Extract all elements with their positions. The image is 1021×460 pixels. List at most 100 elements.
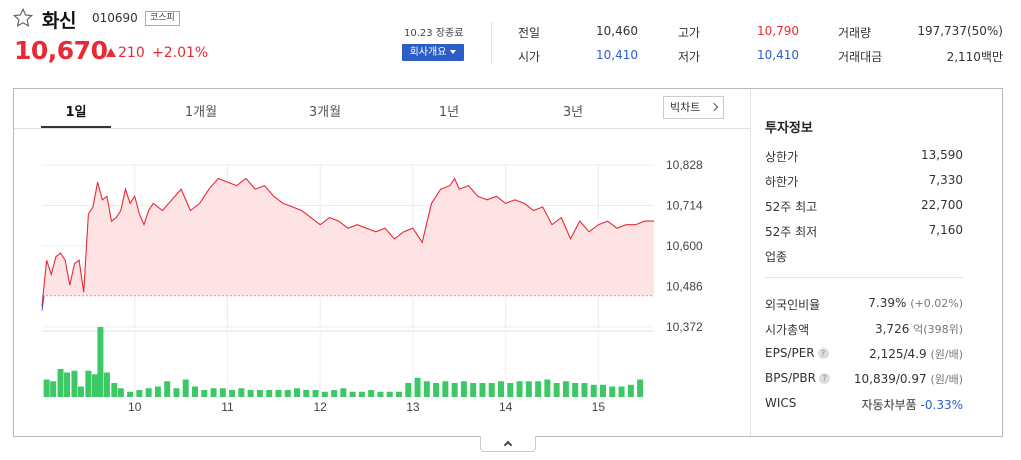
volume-bar: [498, 381, 504, 397]
volume-bar: [590, 384, 597, 397]
eps-per-label: EPS/PER: [765, 346, 815, 360]
volume-bar: [525, 381, 532, 397]
volume-bar: [57, 369, 64, 397]
volume-bar: [507, 383, 514, 397]
lower-limit-value: 7,330: [928, 173, 963, 187]
tab-1day[interactable]: 1일: [65, 105, 87, 120]
x-tick-label: 11: [221, 400, 234, 414]
market-badge: 코스피: [145, 11, 180, 26]
volume-bar: [460, 381, 467, 397]
help-icon[interactable]: ?: [818, 373, 830, 384]
chevron-up-icon: [503, 440, 513, 450]
x-tick-label: 14: [499, 400, 513, 414]
volume-bar: [111, 383, 118, 397]
collapse-chart-button[interactable]: [480, 436, 536, 452]
volume-bar: [535, 381, 542, 397]
volume-bar: [358, 391, 365, 397]
volume-bar: [488, 383, 495, 397]
volume-bar: [164, 381, 171, 397]
active-tab-underline: [41, 126, 111, 128]
volume-bar: [64, 372, 71, 397]
volume-bar: [229, 390, 236, 397]
y-tick-label: 10,372: [666, 320, 703, 334]
volume-bar: [609, 386, 616, 397]
volume-bar: [442, 381, 449, 397]
low-value: 10,410: [757, 48, 799, 62]
change-percent: +2.01%: [152, 45, 209, 61]
price-line: [41, 177, 654, 307]
wics-change: -0.33%: [920, 398, 963, 412]
open-value: 10,410: [596, 48, 638, 62]
favorite-star-icon[interactable]: [12, 7, 34, 29]
volume-bar: [238, 388, 245, 397]
x-tick-label: 13: [406, 400, 420, 414]
volume-bar: [470, 383, 477, 397]
prev-value: 10,460: [596, 24, 638, 38]
volume-bar: [618, 386, 625, 397]
low52-value: 7,160: [928, 223, 963, 237]
volume-bar: [50, 381, 57, 397]
volume-bar: [294, 388, 300, 397]
high52-value: 22,700: [921, 198, 963, 212]
volume-bar: [562, 381, 569, 397]
volume-bar: [581, 383, 588, 397]
volume-bar: [192, 386, 198, 397]
foreign-ratio-label: 외국인비율: [765, 298, 821, 312]
market-cap-rank: 억(398위): [913, 323, 963, 336]
tab-1year[interactable]: 1년: [438, 105, 460, 120]
volume-bar: [377, 391, 384, 397]
volume-bar: [321, 391, 328, 397]
prev-label: 전일: [518, 26, 541, 40]
volume-bar: [97, 327, 104, 397]
industry-label: 업종: [765, 250, 788, 264]
volume-label: 거래량: [838, 26, 872, 40]
y-tick-label: 10,600: [666, 239, 703, 253]
eps-per-value: 2,125/4.9: [869, 347, 927, 361]
volume-bar: [91, 374, 98, 397]
amount-label: 거래대금: [838, 50, 883, 64]
info-separator: [765, 277, 963, 278]
eps-per-unit: (원/배): [930, 348, 963, 361]
volume-bar: [312, 390, 319, 397]
stock-code: 010690: [92, 11, 138, 25]
volume-bar: [219, 388, 226, 397]
price-line-below-prev: [41, 295, 45, 311]
volume-bar: [201, 390, 208, 397]
bps-pbr-value: 10,839/0.97: [853, 372, 927, 386]
company-overview-button[interactable]: 회사개요: [402, 44, 464, 61]
volume-bar: [340, 388, 347, 397]
price-chart[interactable]: 10,828 10,714 10,600 10,486 10,372 10 11 12 13 14…: [14, 89, 750, 436]
tab-1month[interactable]: 1개월: [184, 105, 218, 120]
amount-value: 2,110백만: [946, 50, 1003, 64]
y-tick-label: 10,486: [666, 280, 703, 294]
market-cap-label: 시가총액: [765, 323, 810, 337]
tab-3year[interactable]: 3년: [562, 105, 584, 120]
company-overview-label: 회사개요: [409, 47, 447, 58]
info-title: 투자정보: [765, 121, 813, 136]
volume-bar: [516, 381, 523, 397]
help-icon[interactable]: ?: [817, 348, 829, 359]
x-tick-label: 12: [314, 400, 328, 414]
upper-limit-value: 13,590: [921, 148, 963, 162]
bps-pbr-unit: (원/배): [930, 373, 963, 386]
low52-label: 52주 최저: [765, 225, 818, 239]
tab-3month[interactable]: 3개월: [308, 105, 342, 120]
foreign-ratio-value: 7.39%: [868, 296, 907, 310]
chart-panel: 1일 1개월 3개월 1년 3년 빅차트 10,828 10,714 10,600 1…: [13, 88, 1003, 437]
lower-limit-label: 하한가: [765, 175, 799, 189]
up-arrow-icon: [106, 48, 116, 57]
volume-bar: [637, 379, 644, 397]
foreign-ratio-change: (+0.02%): [910, 297, 963, 310]
wics-sector[interactable]: 자동차부품: [861, 398, 917, 412]
volume-bar: [303, 390, 310, 397]
market-close-label: 10.23 장종료: [404, 28, 464, 39]
x-tick-label: 10: [128, 400, 142, 414]
volume-bar: [572, 383, 579, 397]
volume-bar: [451, 383, 458, 397]
volume-bar: [247, 390, 254, 397]
volume-bar: [423, 381, 430, 397]
info-panel-divider: [750, 89, 751, 436]
caret-down-icon: [450, 50, 457, 54]
volume-bar: [275, 390, 282, 397]
big-chart-button[interactable]: 빅차트: [663, 96, 724, 119]
